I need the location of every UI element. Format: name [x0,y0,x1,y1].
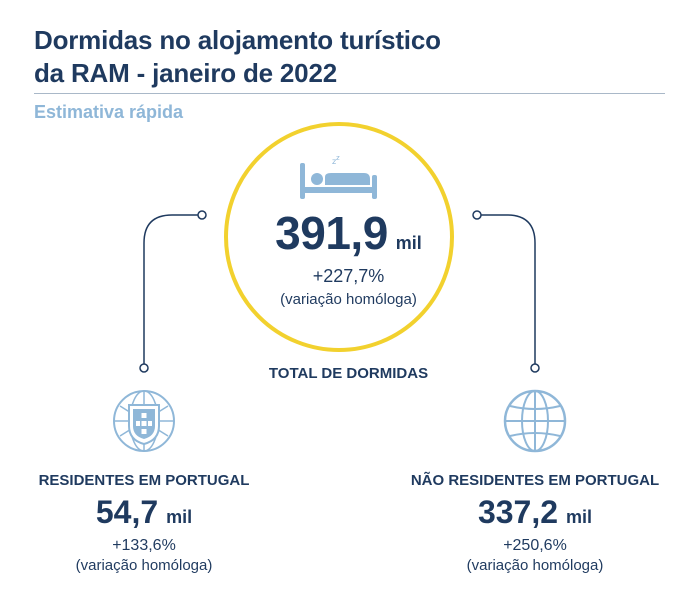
subtitle: Estimativa rápida [34,102,184,122]
connector-right-dot-top [472,210,482,220]
connector-left-dot-bottom [139,363,149,373]
total-unit: mil [395,233,422,253]
total-note: (variação homóloga) [280,291,417,308]
title-line-1: Dormidas no alojamento turístico [34,25,441,55]
residents-change: +133,6% [112,537,176,554]
non-residents-label: NÃO RESIDENTES EM PORTUGAL [410,472,660,489]
residents-label: RESIDENTES EM PORTUGAL [38,472,250,489]
residents-unit: mil [166,507,193,527]
svg-text:z: z [332,157,336,166]
non-residents-note: (variação homóloga) [466,557,604,574]
portugal-shield-icon [113,390,175,452]
connector-left-dot-top [197,210,207,220]
page-title: Dormidas no alojamento turístico da RAM … [34,24,441,90]
bed-icon: z z [300,154,377,199]
residents-number: 54,7 [95,494,159,530]
total-change: +227,7% [312,266,385,286]
total-label: TOTAL DE DORMIDAS [268,365,429,382]
non-residents-value: 337,2 mil [385,494,685,531]
non-residents-unit: mil [566,507,593,527]
non-residents-number: 337,2 [477,494,559,530]
connector-right [477,214,536,368]
residents-value: 54,7 mil [20,494,268,531]
svg-text:z: z [336,154,340,162]
title-line-2: da RAM - janeiro de 2022 [34,58,337,88]
total-circle [224,122,454,352]
total-number: 391,9 [275,207,388,259]
total-value: 391,9 mil [0,206,697,260]
title-divider [34,93,665,94]
connector-left [143,214,202,368]
globe-icon [503,389,567,453]
non-residents-change: +250,6% [503,537,567,554]
residents-note: (variação homóloga) [75,557,213,574]
connector-right-dot-bottom [530,363,540,373]
